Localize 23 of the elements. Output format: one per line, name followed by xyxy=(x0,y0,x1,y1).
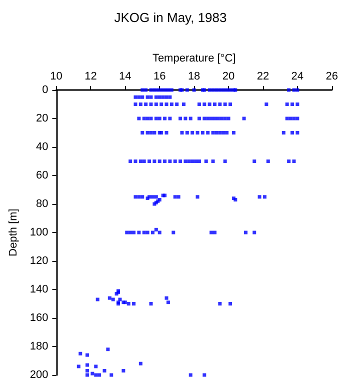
x-tick-label: 24 xyxy=(291,70,304,82)
y-tick-label: 0 xyxy=(42,84,48,96)
chart-title: JKOG in May, 1983 xyxy=(114,10,227,25)
y-axis-title: Depth [m] xyxy=(8,208,20,256)
x-tick-label: 26 xyxy=(326,70,338,82)
y-tick-label: 180 xyxy=(30,340,48,352)
x-tick-label: 18 xyxy=(188,70,200,82)
y-tick-label: 100 xyxy=(30,226,48,238)
y-tick-label: 20 xyxy=(36,112,48,124)
x-tick-label: 20 xyxy=(222,70,235,82)
x-tick-label: 16 xyxy=(153,70,166,82)
y-tick-label: 80 xyxy=(36,198,48,210)
x-tick-label: 10 xyxy=(50,70,62,82)
x-tick-label: 22 xyxy=(256,70,270,82)
x-tick-label: 14 xyxy=(119,70,132,82)
y-tick-label: 60 xyxy=(36,170,48,182)
y-tick-label: 40 xyxy=(36,141,48,153)
x-axis-title: Temperature [°C] xyxy=(152,52,236,64)
y-tick-label: 200 xyxy=(30,369,48,381)
y-tick-label: 160 xyxy=(30,312,48,324)
y-tick-label: 140 xyxy=(30,284,48,296)
x-tick-label: 12 xyxy=(84,70,97,82)
y-tick-label: 120 xyxy=(30,255,48,267)
